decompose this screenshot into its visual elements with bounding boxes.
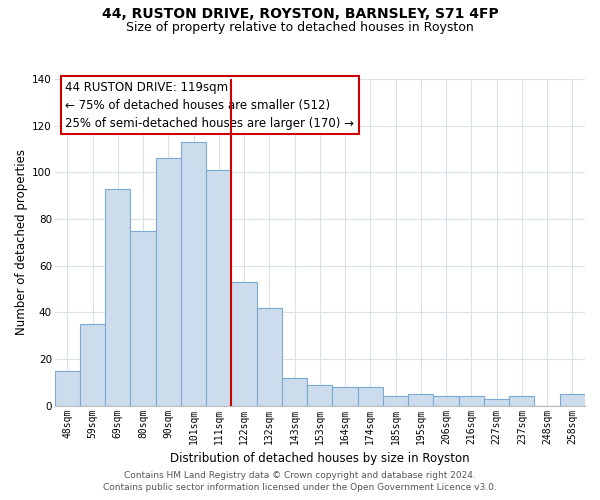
Bar xyxy=(130,230,156,406)
Bar xyxy=(560,394,585,406)
Text: 44 RUSTON DRIVE: 119sqm
← 75% of detached houses are smaller (512)
25% of semi-d: 44 RUSTON DRIVE: 119sqm ← 75% of detache… xyxy=(65,80,355,130)
Bar xyxy=(383,396,408,406)
Bar xyxy=(408,394,433,406)
Bar xyxy=(358,387,383,406)
Bar xyxy=(232,282,257,406)
Bar xyxy=(55,370,80,406)
Bar xyxy=(509,396,535,406)
Bar xyxy=(206,170,232,406)
Text: 44, RUSTON DRIVE, ROYSTON, BARNSLEY, S71 4FP: 44, RUSTON DRIVE, ROYSTON, BARNSLEY, S71… xyxy=(101,8,499,22)
Y-axis label: Number of detached properties: Number of detached properties xyxy=(15,150,28,336)
X-axis label: Distribution of detached houses by size in Royston: Distribution of detached houses by size … xyxy=(170,452,470,465)
Bar xyxy=(105,188,130,406)
Bar xyxy=(332,387,358,406)
Text: Size of property relative to detached houses in Royston: Size of property relative to detached ho… xyxy=(126,21,474,34)
Text: Contains HM Land Registry data © Crown copyright and database right 2024.
Contai: Contains HM Land Registry data © Crown c… xyxy=(103,471,497,492)
Bar xyxy=(433,396,459,406)
Bar xyxy=(459,396,484,406)
Bar xyxy=(257,308,282,406)
Bar xyxy=(484,398,509,406)
Bar xyxy=(181,142,206,406)
Bar xyxy=(307,384,332,406)
Bar xyxy=(282,378,307,406)
Bar xyxy=(156,158,181,406)
Bar xyxy=(80,324,105,406)
